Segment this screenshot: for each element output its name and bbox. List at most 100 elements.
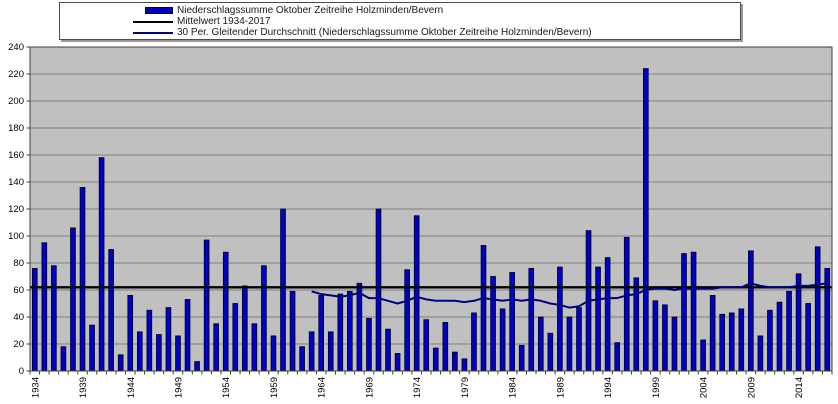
legend-entry-mean: Mittelwert 1934-2017 (60, 16, 740, 27)
bar-1999 (652, 300, 659, 372)
bar-2000 (662, 304, 668, 372)
bar-1990 (566, 316, 573, 372)
bar-1972 (394, 353, 401, 372)
y-axis-tick-label: 60 (13, 285, 24, 296)
bar-1971 (385, 328, 391, 372)
bar-1935 (41, 242, 48, 372)
legend-label-moving-average: 30 Per. Gleitender Durchschnitt (Nieders… (177, 27, 592, 38)
bar-1963 (308, 331, 315, 372)
x-axis-tick-label: 1949 (174, 377, 185, 398)
x-axis-tick-label: 1964 (317, 377, 328, 398)
x-axis-tick-label: 1939 (78, 377, 89, 398)
legend-label-bars: Niederschlagssumme Oktober Zeitreihe Hol… (177, 5, 444, 16)
bar-1995 (614, 342, 620, 372)
bar-1966 (337, 293, 344, 372)
y-axis-tick-label: 100 (8, 231, 24, 242)
bar-1955 (232, 303, 239, 372)
bar-1994 (604, 257, 611, 372)
y-axis-tick-label: 180 (8, 123, 24, 134)
bar-2013 (786, 290, 792, 372)
x-axis-tick-label: 2004 (699, 377, 710, 398)
mean-line-swatch-icon (133, 20, 173, 23)
moving-average-swatch-icon (133, 31, 173, 34)
bar-2003 (690, 251, 697, 372)
bar-1948 (165, 307, 172, 372)
bar-1952 (203, 239, 210, 372)
x-axis-tick-label: 1974 (412, 377, 423, 398)
x-axis-tick-label: 1959 (269, 377, 280, 398)
bar-1937 (60, 346, 67, 372)
bar-2012 (776, 301, 783, 372)
y-axis-tick-label: 160 (8, 150, 24, 161)
bar-series-swatch-icon (145, 7, 173, 14)
y-axis-tick-label: 220 (8, 69, 24, 80)
bar-1989 (557, 266, 563, 372)
bar-1975 (423, 319, 430, 372)
bar-1958 (261, 265, 267, 372)
bar-1987 (538, 316, 544, 372)
bar-2011 (767, 309, 773, 372)
bar-1982 (490, 276, 496, 372)
bar-1996 (623, 236, 630, 372)
bar-1981 (480, 245, 487, 372)
bar-2009 (748, 250, 754, 372)
bar-1954 (222, 251, 229, 372)
legend-label-mean: Mittelwert 1934-2017 (177, 16, 271, 27)
bar-2008 (738, 308, 745, 372)
bar-1950 (184, 299, 191, 372)
bar-2005 (709, 294, 716, 372)
x-axis-tick-label: 1984 (508, 377, 519, 398)
bar-1942 (108, 249, 114, 372)
y-axis-tick-label: 20 (13, 339, 24, 350)
bar-1939 (79, 186, 86, 372)
bar-2007 (728, 312, 735, 372)
bar-1979 (461, 358, 468, 372)
bar-1962 (299, 346, 305, 372)
bar-1940 (89, 324, 95, 372)
bar-1991 (576, 307, 582, 372)
x-axis-tick-label: 1934 (30, 377, 41, 398)
y-axis-tick-label: 140 (8, 177, 24, 188)
bar-1943 (117, 354, 124, 372)
x-axis-tick-label: 1979 (460, 377, 471, 398)
bar-1944 (127, 294, 134, 372)
bar-1936 (51, 265, 57, 372)
bar-1953 (213, 323, 219, 372)
bar-1973 (404, 269, 410, 372)
bar-1978 (452, 351, 458, 372)
y-axis-tick-label: 40 (13, 312, 24, 323)
y-axis-tick-label: 0 (19, 366, 24, 377)
bar-1956 (242, 285, 248, 372)
bar-1965 (327, 331, 334, 372)
bar-1967 (347, 290, 353, 372)
bar-1957 (251, 323, 258, 372)
bar-1986 (528, 267, 535, 372)
bar-1946 (146, 309, 153, 372)
x-axis-tick-label: 1944 (126, 377, 137, 398)
bar-1968 (356, 282, 363, 372)
y-axis-tick-label: 200 (8, 96, 24, 107)
bar-2006 (719, 313, 725, 372)
bar-1970 (375, 208, 382, 372)
bar-1959 (270, 335, 277, 372)
bar-1993 (595, 266, 601, 372)
y-axis-tick-label: 240 (8, 42, 24, 53)
bar-1961 (289, 290, 296, 372)
bar-1976 (432, 347, 439, 372)
x-axis-tick-label: 1994 (603, 377, 614, 398)
bar-2015 (805, 303, 811, 372)
bar-1949 (175, 335, 181, 372)
bar-2004 (700, 339, 706, 372)
bar-1941 (98, 157, 105, 372)
bar-2016 (814, 246, 821, 372)
legend-entry-bars: Niederschlagssumme Oktober Zeitreihe Hol… (60, 5, 740, 16)
x-axis-tick-label: 1999 (651, 377, 662, 398)
bar-1947 (156, 334, 162, 372)
x-axis-tick-label: 2014 (794, 377, 805, 398)
bar-1998 (643, 68, 649, 372)
bar-1945 (136, 331, 143, 372)
bar-1977 (442, 321, 449, 372)
bar-1951 (194, 361, 200, 372)
